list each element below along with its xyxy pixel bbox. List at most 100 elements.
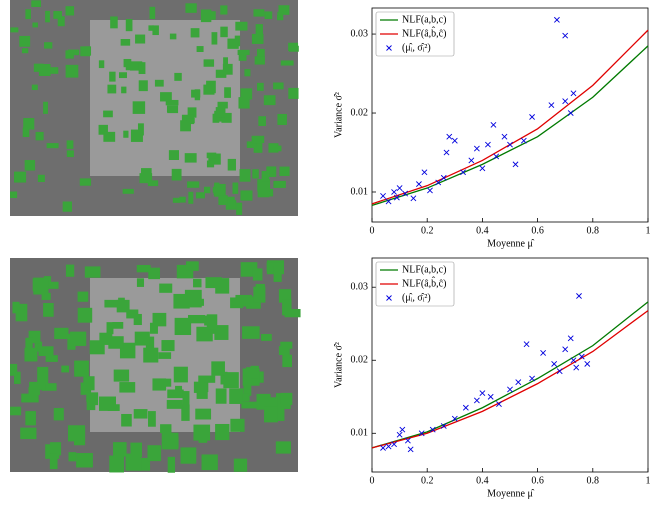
- green-patch: [277, 113, 287, 125]
- legend-label: NLF(â,b̂,ĉ): [402, 26, 446, 39]
- green-patch: [49, 67, 59, 74]
- green-patch: [203, 59, 215, 67]
- legend-label: NLF(a,b,c): [402, 264, 446, 275]
- green-patch: [181, 404, 190, 421]
- green-patch: [120, 39, 131, 46]
- green-patch: [278, 346, 290, 356]
- green-patch: [148, 267, 160, 280]
- green-patch: [123, 58, 132, 68]
- green-patch: [107, 84, 117, 94]
- green-patch: [54, 327, 69, 340]
- x-tick-label: 0.8: [587, 475, 600, 486]
- green-patch: [238, 50, 247, 61]
- green-patch: [28, 386, 40, 396]
- point: [462, 404, 469, 411]
- green-patch: [239, 169, 251, 182]
- green-patch: [161, 340, 175, 352]
- green-patch: [152, 378, 167, 391]
- point: [427, 187, 433, 194]
- green-patch: [19, 35, 31, 47]
- green-patch: [98, 124, 108, 135]
- green-patch: [238, 97, 250, 109]
- green-patch: [118, 72, 127, 79]
- green-patch: [218, 195, 228, 205]
- legend-label: NLF(a,b,c): [402, 14, 446, 25]
- plot-frame: [371, 7, 649, 223]
- green-patch: [220, 5, 228, 15]
- curve: [371, 310, 649, 449]
- point: [570, 357, 577, 364]
- point: [407, 446, 414, 453]
- green-patch: [280, 341, 293, 349]
- green-patch: [158, 352, 172, 359]
- green-patch: [227, 38, 239, 49]
- point: [393, 194, 400, 201]
- point: [443, 149, 450, 156]
- point: [451, 137, 458, 144]
- green-patch: [172, 197, 181, 203]
- green-patch: [250, 365, 259, 379]
- green-patch: [282, 354, 292, 368]
- green-patch: [204, 186, 211, 194]
- green-patch: [90, 392, 99, 406]
- point: [435, 179, 442, 186]
- green-patch: [225, 196, 235, 204]
- point: [440, 423, 447, 429]
- green-patch: [255, 24, 263, 37]
- point: [567, 110, 574, 116]
- green-patch: [252, 169, 259, 179]
- green-patch: [223, 57, 228, 65]
- green-patch: [125, 18, 133, 32]
- point: [501, 133, 508, 140]
- green-patch: [208, 153, 221, 165]
- green-patch: [268, 143, 279, 153]
- green-patch: [21, 393, 39, 403]
- green-patch: [190, 28, 200, 38]
- y-axis-label: Variance σ̂²: [333, 92, 344, 138]
- point: [380, 193, 386, 199]
- green-patch: [83, 376, 95, 391]
- green-patch: [288, 87, 299, 99]
- green-patch: [130, 442, 143, 458]
- point: [473, 397, 480, 404]
- green-patch: [138, 80, 148, 92]
- green-patch: [65, 64, 79, 78]
- green-patch: [25, 411, 36, 426]
- green-patch: [280, 392, 293, 405]
- point: [385, 198, 392, 205]
- green-patch: [243, 383, 252, 396]
- point: [562, 346, 569, 353]
- green-patch: [161, 432, 179, 450]
- x-tick-label: 0.8: [587, 225, 600, 236]
- green-patch: [65, 264, 75, 277]
- curve: [371, 301, 649, 449]
- green-patch: [175, 385, 183, 398]
- green-patch: [149, 322, 158, 334]
- y-tick-label: 0.02: [351, 355, 369, 366]
- green-patch: [113, 369, 130, 382]
- green-patch: [66, 140, 74, 149]
- green-patch: [260, 397, 278, 407]
- x-tick-label: 0.4: [476, 225, 489, 236]
- x-axis-label: Moyenne μ̂: [487, 238, 535, 249]
- green-patch: [284, 308, 301, 318]
- green-patch: [230, 418, 245, 432]
- green-patch: [257, 179, 271, 192]
- green-patch: [237, 49, 250, 56]
- green-patch: [229, 388, 244, 404]
- green-patch: [173, 366, 188, 383]
- green-patch: [217, 101, 228, 109]
- legend-swatch: [386, 295, 392, 301]
- green-patch: [273, 82, 284, 90]
- green-patch: [99, 396, 117, 411]
- point: [507, 141, 513, 148]
- green-patch: [148, 25, 154, 31]
- green-patch: [145, 336, 155, 349]
- green-patch: [258, 116, 266, 126]
- green-patch: [14, 371, 21, 384]
- green-patch: [34, 341, 43, 352]
- green-patch: [65, 6, 75, 16]
- point: [440, 174, 447, 181]
- green-patch: [125, 453, 142, 471]
- green-patch: [74, 360, 89, 377]
